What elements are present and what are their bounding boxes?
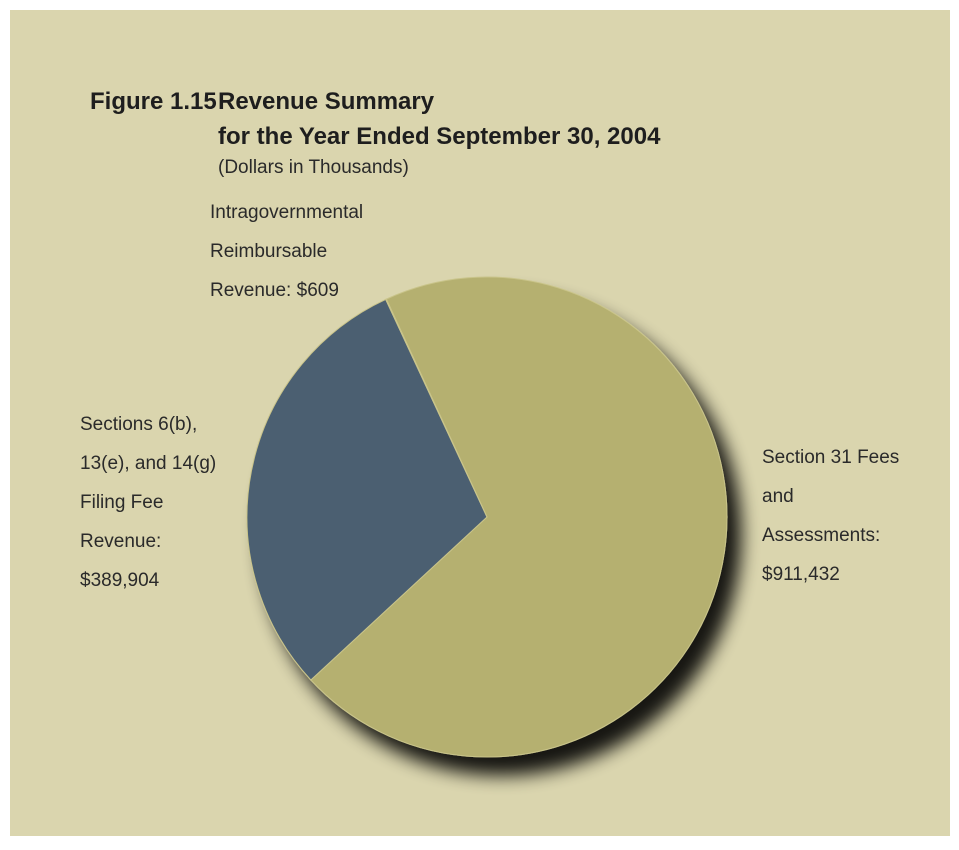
value-label: $389,904 — [80, 570, 160, 591]
value-label: $609 — [296, 280, 339, 301]
pie-slice — [246, 298, 488, 681]
chart-subtitle: (Dollars in Thousands) — [218, 157, 409, 178]
pie — [246, 276, 728, 758]
chart-title: for the Year Ended September 30, 2004 — [218, 123, 661, 150]
chart-title: Revenue Summary — [218, 88, 435, 115]
value-label: $911,432 — [762, 564, 840, 585]
slice-label: Sections 6(b), 13(e), and 14(g) Filing F… — [80, 405, 218, 600]
category-label: Sections 6(b), 13(e), and 14(g) Filing F… — [80, 414, 217, 552]
category-label: Intragovernmental Reimbursable Revenue: — [210, 202, 364, 301]
pie-slice — [385, 298, 488, 518]
pie-slice — [310, 276, 728, 758]
slice-label: Section 31 Fees and Assessments: $911,43… — [762, 438, 902, 594]
category-label: Section 31 Fees and Assessments: — [762, 447, 900, 546]
figure-label: Figure 1.15 — [90, 88, 217, 115]
slice-label: Intragovernmental Reimbursable Revenue: … — [210, 193, 388, 310]
